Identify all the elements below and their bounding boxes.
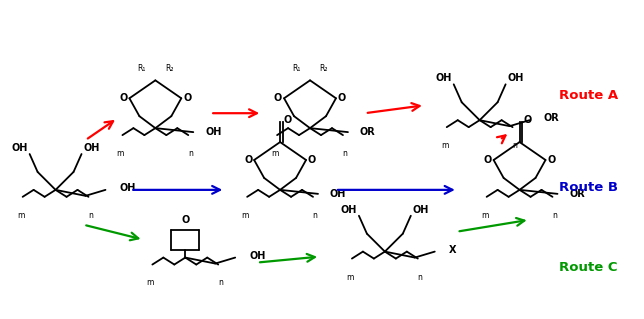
Text: OR: OR [360, 127, 375, 137]
Text: R₂: R₂ [165, 64, 174, 73]
Text: Route C: Route C [560, 261, 618, 274]
Text: m: m [346, 272, 354, 281]
Text: R₁: R₁ [137, 64, 146, 73]
Text: O: O [181, 215, 189, 225]
Text: m: m [147, 278, 154, 287]
Text: OR: OR [544, 113, 559, 123]
Text: R₁: R₁ [292, 64, 300, 73]
Text: R₂: R₂ [319, 64, 328, 73]
Text: O: O [338, 93, 346, 103]
Text: OR: OR [569, 189, 585, 199]
Text: OH: OH [413, 205, 429, 215]
Text: O: O [244, 155, 252, 165]
Text: n: n [312, 211, 317, 220]
Text: OH: OH [330, 189, 346, 199]
Text: n: n [88, 211, 93, 220]
Text: n: n [218, 278, 223, 287]
Text: X: X [449, 245, 456, 255]
Text: O: O [274, 93, 282, 103]
Text: OH: OH [119, 183, 136, 193]
Text: m: m [17, 211, 24, 220]
Text: m: m [117, 149, 124, 158]
Text: O: O [284, 115, 292, 125]
Text: n: n [512, 141, 517, 150]
Text: O: O [484, 155, 492, 165]
Text: OH: OH [249, 251, 265, 261]
Text: m: m [271, 149, 279, 158]
Text: O: O [308, 155, 316, 165]
Text: OH: OH [435, 73, 452, 83]
Text: m: m [441, 141, 448, 150]
Text: n: n [343, 149, 347, 158]
Text: Route B: Route B [560, 182, 618, 194]
Text: m: m [481, 211, 488, 220]
Text: m: m [242, 211, 249, 220]
Text: O: O [547, 155, 556, 165]
Text: OH: OH [205, 127, 222, 137]
Text: O: O [524, 115, 532, 125]
Text: OH: OH [341, 205, 357, 215]
Text: O: O [183, 93, 191, 103]
Text: n: n [417, 272, 422, 281]
Text: OH: OH [12, 143, 28, 153]
Text: OH: OH [507, 73, 524, 83]
Text: OH: OH [83, 143, 100, 153]
Text: n: n [188, 149, 193, 158]
Text: n: n [552, 211, 557, 220]
Text: Route A: Route A [560, 89, 619, 102]
Text: O: O [119, 93, 128, 103]
